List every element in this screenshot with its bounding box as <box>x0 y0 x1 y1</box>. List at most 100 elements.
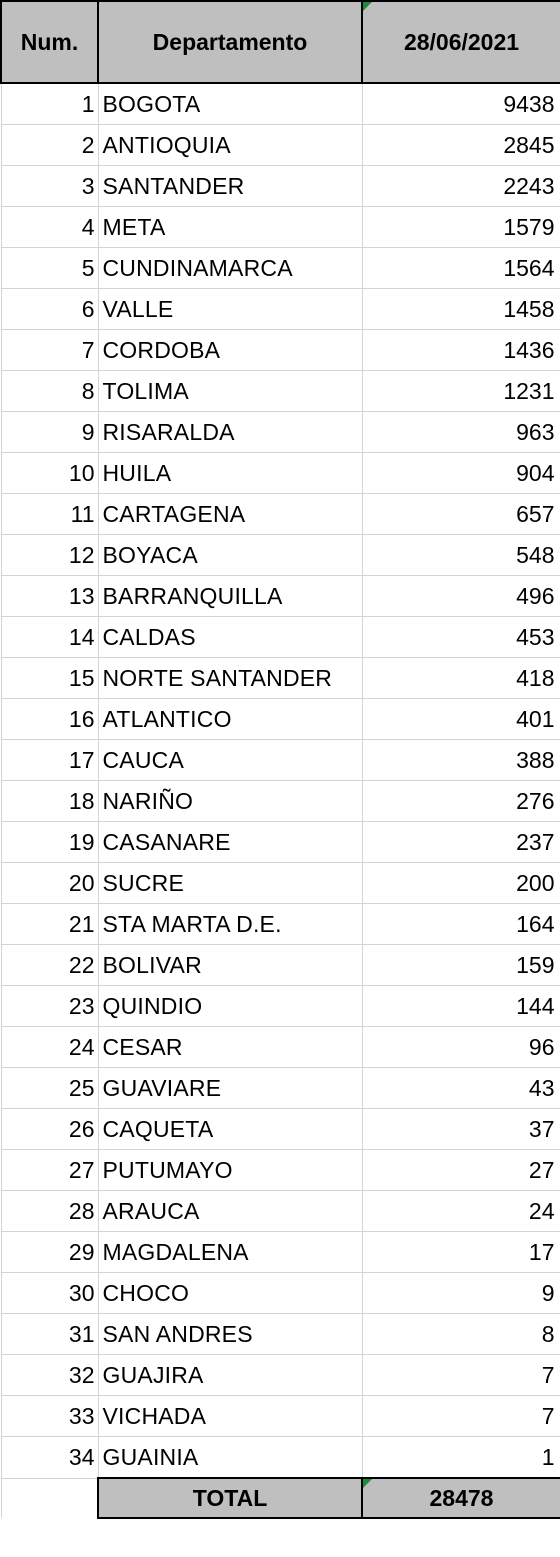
row-departamento-cell[interactable]: TOLIMA <box>97 370 363 412</box>
row-num-cell[interactable]: 16 <box>0 698 99 740</box>
row-num-cell[interactable]: 32 <box>0 1354 99 1396</box>
row-num-cell[interactable]: 9 <box>0 411 99 453</box>
row-num-cell[interactable]: 5 <box>0 247 99 289</box>
row-value-cell[interactable]: 7 <box>361 1395 560 1437</box>
row-value-cell[interactable]: 401 <box>361 698 560 740</box>
row-departamento-cell[interactable]: GUAINIA <box>97 1436 363 1479</box>
row-num-cell[interactable]: 2 <box>0 124 99 166</box>
row-departamento-cell[interactable]: ARAUCA <box>97 1190 363 1232</box>
header-num[interactable]: Num. <box>0 0 99 84</box>
row-departamento-cell[interactable]: CASANARE <box>97 821 363 863</box>
row-num-cell[interactable]: 33 <box>0 1395 99 1437</box>
row-value-cell[interactable]: 8 <box>361 1313 560 1355</box>
row-value-cell[interactable]: 9438 <box>361 83 560 125</box>
row-value-cell[interactable]: 657 <box>361 493 560 535</box>
row-value-cell[interactable]: 276 <box>361 780 560 822</box>
row-value-cell[interactable]: 24 <box>361 1190 560 1232</box>
row-num-cell[interactable]: 26 <box>0 1108 99 1150</box>
row-value-cell[interactable]: 548 <box>361 534 560 576</box>
row-value-cell[interactable]: 7 <box>361 1354 560 1396</box>
row-num-cell[interactable]: 31 <box>0 1313 99 1355</box>
row-value-cell[interactable]: 1564 <box>361 247 560 289</box>
row-num-cell[interactable]: 25 <box>0 1067 99 1109</box>
row-num-cell[interactable]: 11 <box>0 493 99 535</box>
row-num-cell[interactable]: 28 <box>0 1190 99 1232</box>
total-label[interactable]: TOTAL <box>97 1477 363 1519</box>
row-num-cell[interactable]: 20 <box>0 862 99 904</box>
row-departamento-cell[interactable]: SUCRE <box>97 862 363 904</box>
row-departamento-cell[interactable]: PUTUMAYO <box>97 1149 363 1191</box>
row-num-cell[interactable]: 27 <box>0 1149 99 1191</box>
row-value-cell[interactable]: 496 <box>361 575 560 617</box>
row-value-cell[interactable]: 453 <box>361 616 560 658</box>
row-num-cell[interactable]: 21 <box>0 903 99 945</box>
row-departamento-cell[interactable]: CALDAS <box>97 616 363 658</box>
row-num-cell[interactable]: 7 <box>0 329 99 371</box>
row-departamento-cell[interactable]: GUAVIARE <box>97 1067 363 1109</box>
row-departamento-cell[interactable]: VALLE <box>97 288 363 330</box>
row-num-cell[interactable]: 4 <box>0 206 99 248</box>
row-value-cell[interactable]: 43 <box>361 1067 560 1109</box>
row-departamento-cell[interactable]: SANTANDER <box>97 165 363 207</box>
row-departamento-cell[interactable]: BOYACA <box>97 534 363 576</box>
row-departamento-cell[interactable]: CAQUETA <box>97 1108 363 1150</box>
row-value-cell[interactable]: 1579 <box>361 206 560 248</box>
row-num-cell[interactable]: 8 <box>0 370 99 412</box>
row-departamento-cell[interactable]: BARRANQUILLA <box>97 575 363 617</box>
row-value-cell[interactable]: 9 <box>361 1272 560 1314</box>
row-departamento-cell[interactable]: ATLANTICO <box>97 698 363 740</box>
row-value-cell[interactable]: 2845 <box>361 124 560 166</box>
row-value-cell[interactable]: 37 <box>361 1108 560 1150</box>
row-num-cell[interactable]: 29 <box>0 1231 99 1273</box>
row-num-cell[interactable]: 22 <box>0 944 99 986</box>
row-departamento-cell[interactable]: BOGOTA <box>97 83 363 125</box>
row-departamento-cell[interactable]: CUNDINAMARCA <box>97 247 363 289</box>
row-num-cell[interactable]: 23 <box>0 985 99 1027</box>
row-departamento-cell[interactable]: BOLIVAR <box>97 944 363 986</box>
row-num-cell[interactable]: 15 <box>0 657 99 699</box>
row-departamento-cell[interactable]: RISARALDA <box>97 411 363 453</box>
row-value-cell[interactable]: 27 <box>361 1149 560 1191</box>
row-departamento-cell[interactable]: SAN ANDRES <box>97 1313 363 1355</box>
row-value-cell[interactable]: 159 <box>361 944 560 986</box>
row-departamento-cell[interactable]: CORDOBA <box>97 329 363 371</box>
row-departamento-cell[interactable]: META <box>97 206 363 248</box>
row-departamento-cell[interactable]: NORTE SANTANDER <box>97 657 363 699</box>
row-num-cell[interactable]: 30 <box>0 1272 99 1314</box>
row-value-cell[interactable]: 2243 <box>361 165 560 207</box>
row-num-cell[interactable]: 34 <box>0 1436 99 1479</box>
row-num-cell[interactable]: 19 <box>0 821 99 863</box>
row-value-cell[interactable]: 963 <box>361 411 560 453</box>
row-num-cell[interactable]: 10 <box>0 452 99 494</box>
row-departamento-cell[interactable]: STA MARTA D.E. <box>97 903 363 945</box>
row-value-cell[interactable]: 418 <box>361 657 560 699</box>
row-num-cell[interactable]: 18 <box>0 780 99 822</box>
row-value-cell[interactable]: 200 <box>361 862 560 904</box>
header-departamento[interactable]: Departamento <box>97 0 363 84</box>
row-departamento-cell[interactable]: CHOCO <box>97 1272 363 1314</box>
row-value-cell[interactable]: 1436 <box>361 329 560 371</box>
row-value-cell[interactable]: 144 <box>361 985 560 1027</box>
row-value-cell[interactable]: 164 <box>361 903 560 945</box>
row-departamento-cell[interactable]: GUAJIRA <box>97 1354 363 1396</box>
row-num-cell[interactable]: 12 <box>0 534 99 576</box>
row-value-cell[interactable]: 388 <box>361 739 560 781</box>
row-value-cell[interactable]: 1231 <box>361 370 560 412</box>
row-departamento-cell[interactable]: CARTAGENA <box>97 493 363 535</box>
row-value-cell[interactable]: 1 <box>361 1436 560 1479</box>
row-value-cell[interactable]: 1458 <box>361 288 560 330</box>
header-date[interactable]: 28/06/2021 <box>361 0 560 84</box>
row-departamento-cell[interactable]: NARIÑO <box>97 780 363 822</box>
total-value-cell[interactable]: 28478 <box>361 1477 560 1519</box>
row-departamento-cell[interactable]: CESAR <box>97 1026 363 1068</box>
row-value-cell[interactable]: 904 <box>361 452 560 494</box>
row-departamento-cell[interactable]: VICHADA <box>97 1395 363 1437</box>
row-departamento-cell[interactable]: HUILA <box>97 452 363 494</box>
row-num-cell[interactable]: 6 <box>0 288 99 330</box>
row-departamento-cell[interactable]: ANTIOQUIA <box>97 124 363 166</box>
row-departamento-cell[interactable]: QUINDIO <box>97 985 363 1027</box>
row-departamento-cell[interactable]: MAGDALENA <box>97 1231 363 1273</box>
row-num-cell[interactable]: 13 <box>0 575 99 617</box>
row-num-cell[interactable]: 17 <box>0 739 99 781</box>
row-num-cell[interactable]: 14 <box>0 616 99 658</box>
